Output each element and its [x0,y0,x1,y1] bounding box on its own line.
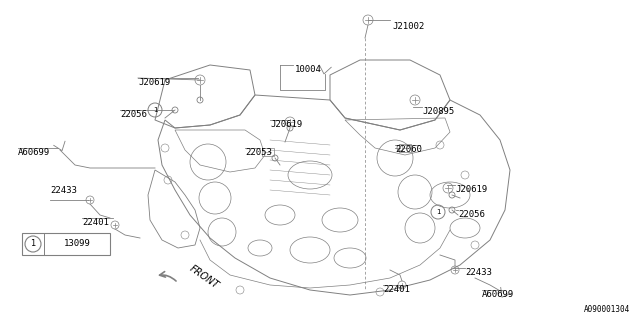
Text: 10004: 10004 [295,65,322,74]
Text: 1: 1 [436,209,440,215]
Text: 22401: 22401 [82,218,109,227]
Bar [399,144,411,152]
Text: J21002: J21002 [392,22,424,31]
Text: A60699: A60699 [482,290,515,299]
Text: 22056: 22056 [458,210,485,219]
Text: 22401: 22401 [383,285,410,294]
Text: J20619: J20619 [455,185,487,194]
Text: 22433: 22433 [50,186,77,195]
Bar [262,148,274,156]
Text: A60699: A60699 [18,148,51,157]
Text: J20619: J20619 [270,120,302,129]
Text: FRONT: FRONT [188,263,221,291]
Text: A090001304: A090001304 [584,305,630,314]
Text: 22056: 22056 [120,110,147,119]
Text: 22433: 22433 [465,268,492,277]
Bar [22,233,110,255]
Text: 22060: 22060 [395,145,422,154]
Text: 22053: 22053 [245,148,272,157]
Text: J20895: J20895 [422,107,454,116]
Text: 1: 1 [30,239,36,249]
Text: 13099: 13099 [63,239,90,249]
Text: J20619: J20619 [138,78,170,87]
Text: 1: 1 [153,107,157,113]
